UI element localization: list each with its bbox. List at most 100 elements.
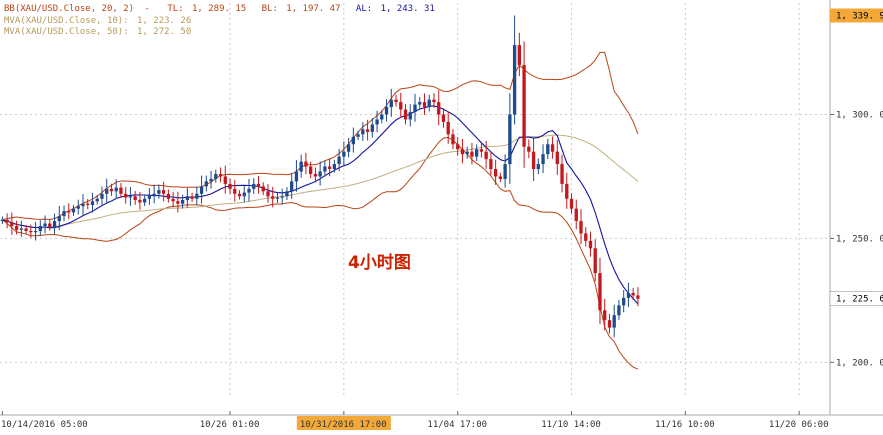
candle (214, 169, 218, 183)
candle (498, 172, 503, 183)
candle-body (541, 154, 545, 165)
tl-value: 1, 289. 15 (192, 4, 246, 14)
candle-body (237, 193, 242, 197)
svg-text:MVA(XAU/USD.Close, 10):: MVA(XAU/USD.Close, 10): 1, 223. 26 (4, 16, 191, 26)
candle (38, 220, 42, 237)
candle-body (631, 292, 635, 296)
candle (479, 142, 484, 158)
candle-body (33, 230, 38, 233)
candle-body (451, 134, 455, 145)
candle-body (598, 273, 602, 311)
candle-body (90, 201, 95, 205)
candle-body (327, 166, 332, 170)
candle (565, 172, 569, 209)
candle-body (380, 114, 384, 120)
candle (427, 94, 431, 112)
candle-body (105, 188, 109, 194)
candle (218, 167, 223, 183)
bb-sep: - (144, 4, 149, 14)
candle-body (403, 109, 408, 120)
candle (493, 159, 498, 185)
x-axis-labels: 10/14/2016 05:00 10/26 01:00 10/31/2016 17… (1, 411, 829, 430)
candle-body (560, 164, 564, 184)
candle (138, 191, 142, 210)
candle (522, 41, 526, 168)
candle-body (493, 169, 498, 177)
candle-body (484, 151, 488, 160)
candle-body (195, 193, 199, 199)
candle (617, 299, 621, 321)
candle (612, 304, 616, 338)
candle (308, 161, 313, 179)
candle (228, 178, 232, 194)
candle-body (261, 186, 265, 192)
mva10-line (2, 105, 639, 305)
candle-body (498, 176, 503, 179)
candle-body (470, 151, 474, 157)
candle (114, 179, 118, 199)
candle (0, 216, 5, 225)
y-axis-labels: 1, 300. 00 1, 250. 00 1, 200. 00 (830, 111, 883, 368)
x-tick-label: 11/10 14:00 (541, 420, 601, 430)
candle-body (460, 149, 465, 155)
candle-body (318, 171, 322, 177)
x-tick-label: 11/16 10:00 (655, 420, 715, 430)
candles (0, 15, 640, 338)
candle-body (119, 187, 123, 194)
candle-body (479, 149, 484, 152)
candle (489, 152, 493, 176)
candle-body (128, 196, 133, 198)
candle (418, 97, 422, 110)
candle (43, 215, 47, 234)
tl-label: TL: (167, 4, 183, 14)
gridlines (0, 3, 830, 397)
candle (247, 178, 251, 202)
svg-text:MVA(XAU/USD.Close, 50):: MVA(XAU/USD.Close, 50): 1, 272. 50 (4, 27, 191, 37)
high-price-label: 1, 339. 96 (836, 11, 883, 21)
candle (299, 154, 303, 178)
candle (147, 188, 152, 205)
candle (119, 183, 123, 198)
candle (86, 198, 90, 210)
al-label: AL: (356, 4, 372, 14)
candle (531, 138, 536, 181)
candle (375, 110, 379, 133)
candle (380, 110, 384, 124)
candle-body (280, 196, 284, 198)
candle (446, 111, 450, 144)
candle (588, 231, 593, 257)
candle-body (389, 99, 393, 108)
candle (185, 187, 190, 208)
candle-body (5, 219, 9, 223)
mva50-value: 1, 272. 50 (137, 27, 191, 37)
candle (266, 184, 270, 203)
candle (574, 199, 578, 230)
candle-body (71, 208, 76, 213)
candle-body (166, 193, 171, 199)
candle-body (86, 203, 90, 205)
candle-body (171, 198, 175, 202)
candle (536, 158, 540, 175)
candle (622, 290, 626, 313)
candle-body (603, 310, 607, 321)
candle-body (522, 64, 526, 147)
mva10-value: 1, 223. 26 (137, 16, 191, 26)
candle (62, 205, 66, 222)
candle (95, 195, 99, 205)
candle (290, 172, 294, 199)
candle-body (555, 151, 559, 165)
candle-body (199, 186, 204, 194)
candle (128, 187, 133, 206)
candle-body (432, 99, 436, 103)
y-tick-label: 1, 200. 00 (836, 358, 883, 368)
candle-body (138, 200, 142, 203)
candle (10, 212, 14, 235)
candle-body (569, 198, 574, 209)
candle-body (508, 114, 512, 165)
candle-body (437, 102, 441, 115)
candle (223, 165, 227, 194)
candle (304, 152, 308, 175)
candle-body (531, 151, 536, 170)
indicator-header: BB(XAU/USD.Close, 20, 2) - TL: 1, 289. 1… (4, 4, 435, 37)
